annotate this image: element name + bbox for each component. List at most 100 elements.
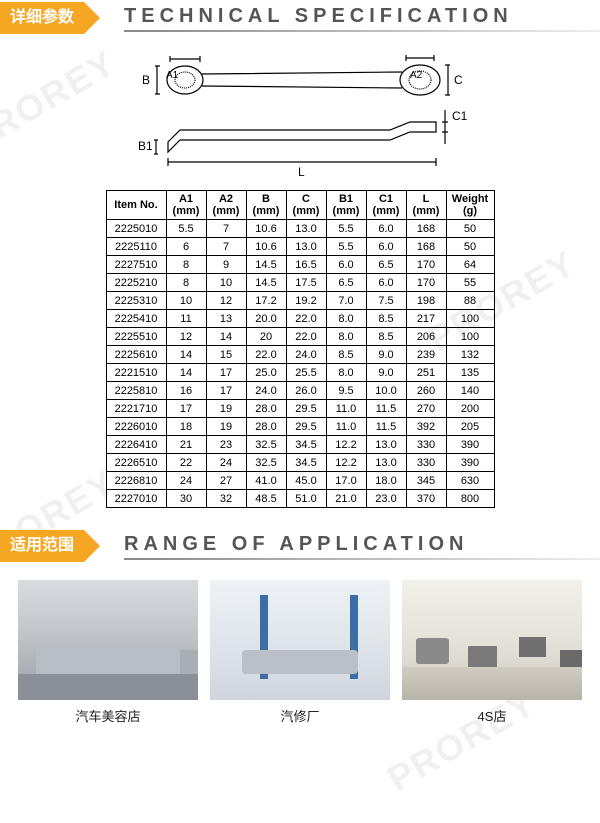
table-row: 2225410111320.022.08.08.5217100: [106, 310, 494, 328]
table-cell: 2226010: [106, 418, 166, 436]
table-cell: 8.5: [366, 328, 406, 346]
table-cell: 9: [206, 256, 246, 274]
table-cell: 135: [446, 364, 494, 382]
table-row: 2226510222432.534.512.213.0330390: [106, 454, 494, 472]
table-cell: 2226410: [106, 436, 166, 454]
spec-tag: 详细参数: [0, 2, 84, 34]
table-cell: 13: [206, 310, 246, 328]
table-cell: 29.5: [286, 418, 326, 436]
table-cell: 12.2: [326, 436, 366, 454]
table-cell: 2225410: [106, 310, 166, 328]
table-cell: 64: [446, 256, 494, 274]
table-cell: 100: [446, 328, 494, 346]
table-cell: 390: [446, 454, 494, 472]
spec-table: Item No.A1(mm)A2(mm)B(mm)C(mm)B1(mm)C1(m…: [106, 190, 495, 508]
table-cell: 8: [166, 274, 206, 292]
table-row: 222521081014.517.56.56.017055: [106, 274, 494, 292]
table-cell: 5.5: [166, 220, 206, 238]
table-cell: 2225610: [106, 346, 166, 364]
table-cell: 251: [406, 364, 446, 382]
table-header-cell: A2(mm): [206, 191, 246, 220]
spec-table-body: 22250105.5710.613.05.56.0168502225110671…: [106, 220, 494, 508]
table-cell: 14.5: [246, 256, 286, 274]
table-cell: 19: [206, 418, 246, 436]
table-cell: 800: [446, 490, 494, 508]
table-cell: 11.5: [366, 400, 406, 418]
spec-title: TECHNICAL SPECIFICATION: [124, 5, 600, 32]
table-cell: 22.0: [286, 328, 326, 346]
table-row: 22275108914.516.56.06.517064: [106, 256, 494, 274]
table-header-unit: (mm): [211, 205, 242, 217]
table-cell: 21.0: [326, 490, 366, 508]
table-cell: 8.0: [326, 328, 366, 346]
range-gallery: 汽车美容店 汽修厂 4S店: [0, 570, 600, 729]
table-cell: 24: [166, 472, 206, 490]
table-cell: 2225110: [106, 238, 166, 256]
table-cell: 2225210: [106, 274, 166, 292]
table-cell: 24: [206, 454, 246, 472]
table-cell: 2227010: [106, 490, 166, 508]
table-cell: 9.5: [326, 382, 366, 400]
table-row: 2226010181928.029.511.011.5392205: [106, 418, 494, 436]
table-cell: 390: [446, 436, 494, 454]
table-cell: 18: [166, 418, 206, 436]
table-cell: 2221710: [106, 400, 166, 418]
table-cell: 12.2: [326, 454, 366, 472]
table-row: 2225310101217.219.27.07.519888: [106, 292, 494, 310]
table-header-label: C: [302, 193, 310, 205]
table-cell: 19.2: [286, 292, 326, 310]
table-row: 2221510141725.025.58.09.0251135: [106, 364, 494, 382]
table-cell: 30: [166, 490, 206, 508]
table-cell: 10: [166, 292, 206, 310]
table-cell: 14: [166, 346, 206, 364]
table-cell: 7: [206, 220, 246, 238]
table-cell: 239: [406, 346, 446, 364]
range-section: 适用范围 RANGE OF APPLICATION 汽车美容店 汽修厂 4S店: [0, 528, 600, 729]
table-cell: 170: [406, 274, 446, 292]
table-cell: 170: [406, 256, 446, 274]
table-cell: 22.0: [286, 310, 326, 328]
table-header-label: Item No.: [114, 199, 157, 211]
gallery-item: 汽修厂: [210, 580, 390, 725]
auto-repair-shop-image: [210, 580, 390, 700]
table-cell: 23: [206, 436, 246, 454]
table-header-cell: Weight(g): [446, 191, 494, 220]
table-cell: 24.0: [246, 382, 286, 400]
table-cell: 11.5: [366, 418, 406, 436]
spec-header: 详细参数 TECHNICAL SPECIFICATION: [0, 0, 600, 36]
table-cell: 8: [166, 256, 206, 274]
table-cell: 9.0: [366, 346, 406, 364]
4s-dealership-image: [402, 580, 582, 700]
table-cell: 23.0: [366, 490, 406, 508]
table-cell: 168: [406, 220, 446, 238]
table-cell: 17.2: [246, 292, 286, 310]
diagram-label-b1: B1: [138, 139, 153, 153]
table-cell: 6.0: [366, 274, 406, 292]
table-cell: 11: [166, 310, 206, 328]
table-row: 2225810161724.026.09.510.0260140: [106, 382, 494, 400]
gallery-caption: 4S店: [402, 706, 582, 725]
table-row: 2225610141522.024.08.59.0239132: [106, 346, 494, 364]
table-cell: 10.6: [246, 220, 286, 238]
table-row: 222551012142022.08.08.5206100: [106, 328, 494, 346]
table-cell: 270: [406, 400, 446, 418]
table-header-unit: (mm): [331, 205, 362, 217]
table-cell: 28.0: [246, 400, 286, 418]
table-cell: 25.0: [246, 364, 286, 382]
table-header-unit: (mm): [171, 205, 202, 217]
table-header-label: B: [262, 193, 270, 205]
gallery-caption: 汽修厂: [210, 706, 390, 725]
table-cell: 13.0: [286, 220, 326, 238]
table-cell: 12: [166, 328, 206, 346]
table-cell: 11.0: [326, 418, 366, 436]
table-header-unit: (mm): [251, 205, 282, 217]
table-row: 2227010303248.551.021.023.0370800: [106, 490, 494, 508]
table-cell: 168: [406, 238, 446, 256]
spec-table-head: Item No.A1(mm)A2(mm)B(mm)C(mm)B1(mm)C1(m…: [106, 191, 494, 220]
table-cell: 32: [206, 490, 246, 508]
table-header-cell: Item No.: [106, 191, 166, 220]
table-cell: 330: [406, 454, 446, 472]
diagram-label-a2: A2: [410, 70, 423, 81]
table-cell: 88: [446, 292, 494, 310]
table-header-unit: (mm): [411, 205, 442, 217]
